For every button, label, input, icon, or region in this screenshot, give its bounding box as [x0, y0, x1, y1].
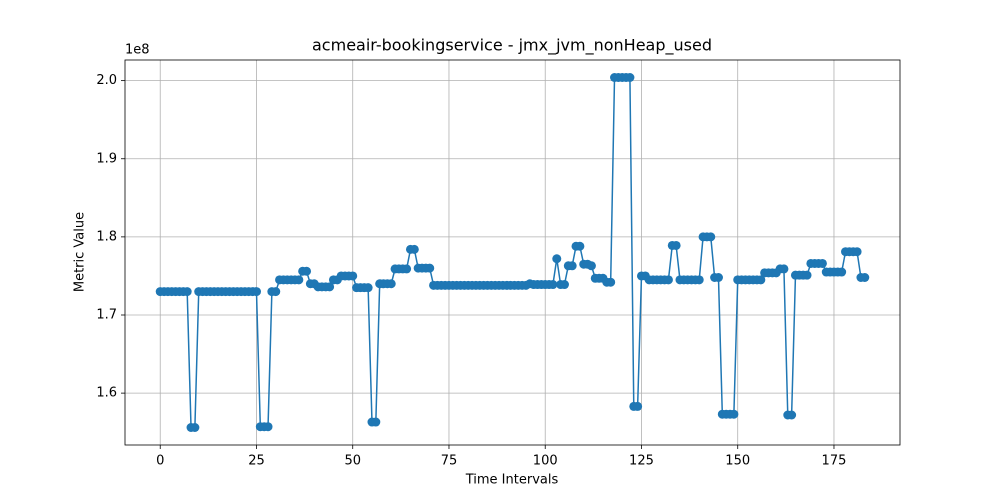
data-point — [633, 401, 643, 411]
data-point — [606, 277, 616, 287]
data-point — [371, 417, 381, 427]
chart-title: acmeair-bookingservice - jmx_jvm_nonHeap… — [312, 36, 712, 56]
data-point — [425, 263, 435, 273]
y-tick-label: 1.7 — [96, 308, 117, 323]
data-point — [325, 282, 335, 292]
data-point — [663, 275, 673, 285]
x-tick-label: 25 — [248, 454, 265, 469]
data-point — [787, 410, 797, 420]
data-point — [729, 409, 739, 419]
data-point — [263, 422, 273, 432]
data-point — [860, 273, 870, 282]
data-point — [302, 266, 312, 276]
y-tick-label: 1.6 — [96, 386, 117, 401]
data-point — [567, 261, 577, 271]
data-point — [271, 287, 281, 297]
data-point — [348, 271, 358, 281]
y-offset-label: 1e8 — [125, 43, 150, 58]
data-point — [756, 275, 766, 285]
plot-frame — [124, 59, 901, 446]
data-point — [713, 273, 723, 282]
x-tick-label: 175 — [822, 454, 847, 469]
data-point — [559, 280, 569, 290]
x-tick-label: 150 — [725, 454, 750, 469]
data-point — [779, 264, 789, 274]
data-point — [548, 280, 558, 290]
data-point — [817, 258, 827, 268]
data-point — [363, 283, 373, 293]
y-tick-label: 1.9 — [96, 151, 117, 166]
data-point — [182, 287, 192, 297]
data-point — [409, 244, 419, 254]
data-point — [706, 232, 716, 242]
x-tick-label: 50 — [344, 454, 361, 469]
data-point — [386, 279, 396, 289]
data-point — [802, 270, 812, 280]
data-point — [694, 275, 704, 285]
data-point — [625, 73, 635, 82]
data-point — [837, 267, 847, 277]
data-point — [852, 247, 862, 257]
y-tick-label: 2.0 — [96, 73, 117, 88]
x-axis-label: Time Intervals — [465, 473, 559, 488]
data-point — [190, 423, 200, 432]
data-point — [294, 275, 304, 285]
y-tick-label: 1.8 — [96, 229, 117, 244]
x-tick-label: 75 — [441, 454, 458, 469]
x-tick-label: 125 — [629, 454, 654, 469]
data-point — [251, 287, 261, 297]
data-point — [586, 261, 596, 271]
data-point — [671, 240, 681, 250]
x-tick-label: 0 — [156, 454, 164, 469]
data-point — [552, 254, 562, 264]
x-tick-label: 100 — [533, 454, 558, 469]
y-axis-label: Metric Value — [73, 212, 88, 292]
data-point — [575, 241, 585, 251]
data-point — [402, 264, 412, 274]
